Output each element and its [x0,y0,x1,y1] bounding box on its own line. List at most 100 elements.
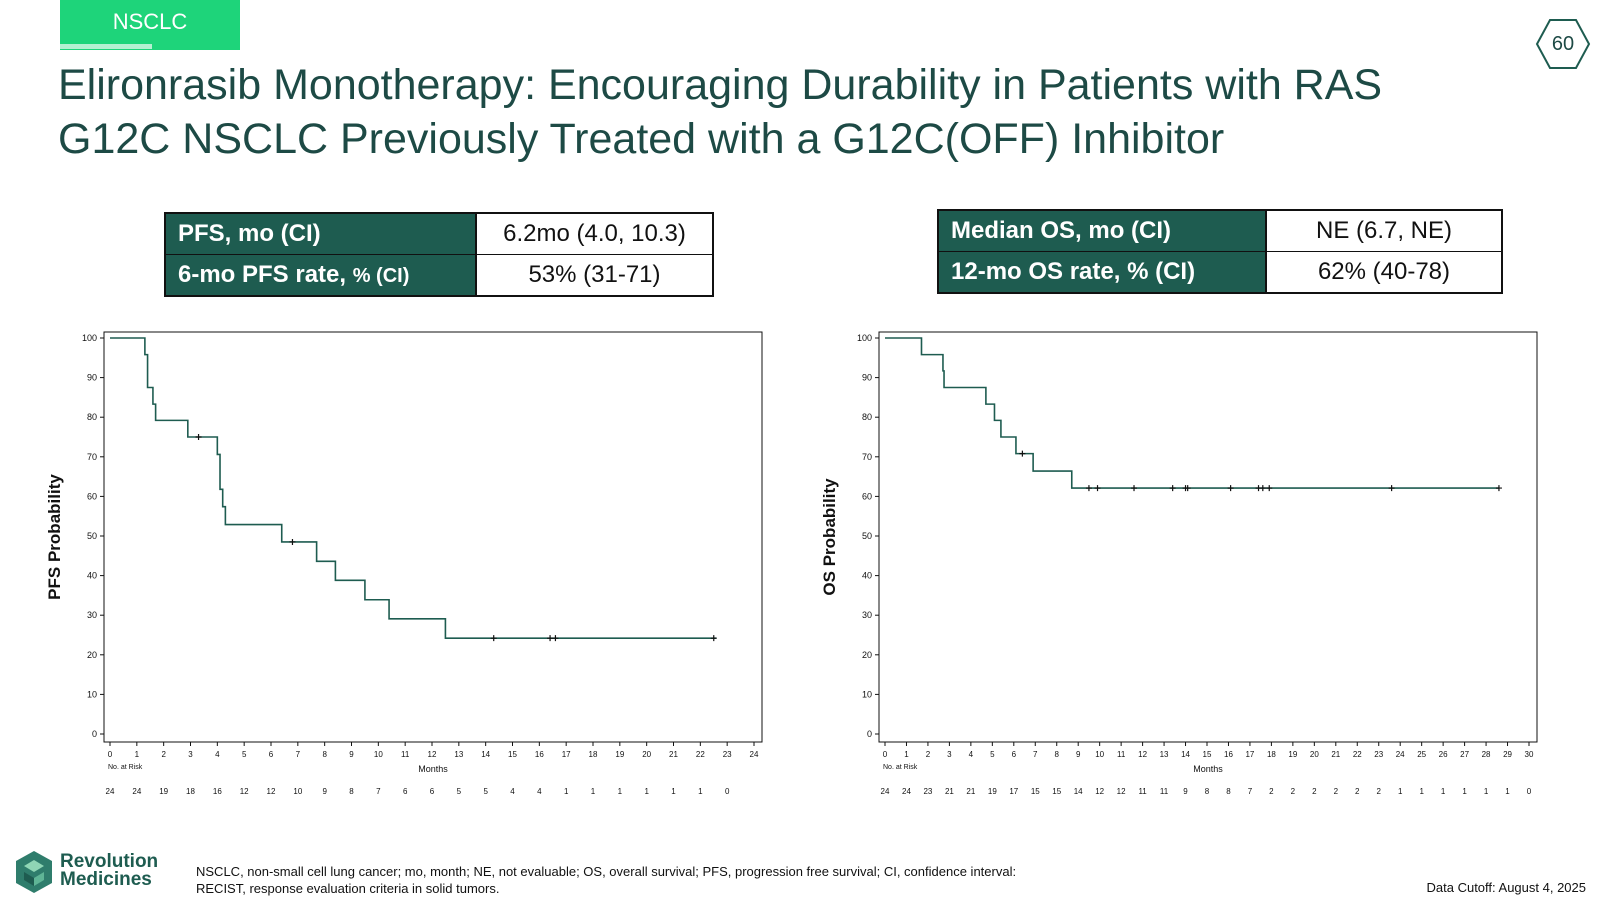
pfs-at-risk-count: 0 [725,787,730,796]
pfs-at-risk-count: 7 [376,787,381,796]
os-x-tick-label: 28 [1482,750,1491,759]
os-x-tick-label: 25 [1417,750,1426,759]
pfs-y-tick-label: 70 [87,452,97,462]
os-censor-mark [1259,485,1266,492]
pfs-x-tick-label: 19 [615,750,624,759]
os-censor-mark [1495,485,1502,492]
pfs-x-tick-label: 8 [322,750,327,759]
os-rate-label: 12-mo OS rate, % (CI) [937,251,1267,294]
os-survival-curve [885,337,1499,489]
os-at-risk-count: 24 [902,787,911,796]
pfs-y-tick-label: 20 [87,650,97,660]
os-x-tick-label: 16 [1224,750,1233,759]
pfs-at-risk-count: 1 [591,787,596,796]
section-tag-accent [60,44,152,49]
os-y-tick-label: 10 [862,689,872,699]
os-x-tick-label: 6 [1012,750,1017,759]
os-at-risk-count: 24 [881,787,890,796]
os-y-tick-label: 60 [862,491,872,501]
os-at-risk-count: 2 [1291,787,1296,796]
company-logo-text: Revolution Medicines [60,852,158,889]
pfs-at-risk-count: 16 [213,787,222,796]
os-censor-mark [1388,485,1395,492]
os-x-tick-label: 23 [1374,750,1383,759]
pfs-x-tick-label: 6 [269,750,274,759]
os-y-tick-label: 80 [862,412,872,422]
pfs-at-risk-count: 1 [564,787,569,796]
pfs-censor-mark [710,635,717,642]
table-row: 12-mo OS rate, % (CI) 62% (40-78) [937,251,1503,294]
data-cutoff-note: Data Cutoff: August 4, 2025 [1426,880,1587,895]
os-x-axis-label: Months [1193,764,1223,774]
footnote-line-1: NSCLC, non-small cell lung cancer; mo, m… [196,864,1017,879]
os-at-risk-count: 15 [1031,787,1040,796]
os-y-tick-label: 30 [862,610,872,620]
pfs-at-risk-label: No. at Risk [108,764,143,771]
os-at-risk-count: 9 [1183,787,1188,796]
pfs-y-tick-label: 30 [87,610,97,620]
pfs-x-tick-label: 0 [108,750,113,759]
os-x-tick-label: 9 [1076,750,1081,759]
os-at-risk-count: 14 [1074,787,1083,796]
pfs-censor-mark [547,635,554,642]
pfs-y-tick-label: 80 [87,412,97,422]
os-at-risk-count: 8 [1205,787,1210,796]
pfs-y-tick-label: 90 [87,373,97,383]
pfs-x-tick-label: 21 [669,750,678,759]
os-at-risk-count: 21 [966,787,975,796]
pfs-at-risk-count: 18 [186,787,195,796]
pfs-at-risk-count: 6 [403,787,408,796]
os-y-tick-label: 70 [862,452,872,462]
os-x-tick-label: 3 [947,750,952,759]
pfs-y-tick-label: 0 [92,729,97,739]
os-x-tick-label: 21 [1331,750,1340,759]
pfs-at-risk-count: 5 [457,787,462,796]
os-at-risk-count: 11 [1160,787,1169,796]
pfs-x-tick-label: 5 [242,750,247,759]
page-number: 60 [1551,33,1575,55]
pfs-at-risk-count: 1 [618,787,623,796]
table-row: PFS, mo (CI) 6.2mo (4.0, 10.3) [164,212,714,255]
os-y-tick-label: 90 [862,373,872,383]
page-title: Elironrasib Monotherapy: Encouraging Dur… [58,61,1383,163]
pfs-y-tick-label: 60 [87,491,97,501]
pfs-x-tick-label: 20 [642,750,651,759]
os-censor-mark [1227,485,1234,492]
pfs-at-risk-count: 24 [132,787,141,796]
pfs-censor-mark [490,635,497,642]
os-x-tick-label: 26 [1439,750,1448,759]
os-median-value: NE (6.7, NE) [1265,209,1503,252]
os-censor-mark [1019,450,1026,457]
os-at-risk-count: 1 [1505,787,1510,796]
os-at-risk-count: 17 [1009,787,1018,796]
table-row: Median OS, mo (CI) NE (6.7, NE) [937,209,1503,252]
os-x-tick-label: 10 [1095,750,1104,759]
pfs-y-tick-label: 40 [87,571,97,581]
pfs-at-risk-count: 10 [293,787,302,796]
os-x-tick-label: 2 [926,750,931,759]
pfs-rate-value: 53% (31-71) [475,254,714,297]
os-rate-value: 62% (40-78) [1265,251,1503,294]
pfs-at-risk-count: 5 [483,787,488,796]
os-at-risk-count: 15 [1052,787,1061,796]
os-at-risk-count: 2 [1269,787,1274,796]
pfs-x-tick-label: 2 [161,750,166,759]
pfs-x-tick-label: 4 [215,750,220,759]
os-plot-frame [878,331,1538,743]
os-at-risk-count: 1 [1419,787,1424,796]
pfs-x-tick-label: 13 [454,750,463,759]
pfs-summary-table: PFS, mo (CI) 6.2mo (4.0, 10.3) 6-mo PFS … [164,212,714,297]
pfs-rate-label: 6-mo PFS rate, % (CI) [164,254,477,297]
os-at-risk-count: 23 [923,787,932,796]
os-at-risk-count: 2 [1334,787,1339,796]
os-censor-mark [1094,485,1101,492]
pfs-at-risk-count: 1 [644,787,649,796]
pfs-x-tick-label: 9 [349,750,354,759]
os-summary-table: Median OS, mo (CI) NE (6.7, NE) 12-mo OS… [937,209,1503,294]
pfs-x-tick-label: 7 [296,750,301,759]
pfs-rate-label-unit: % (CI) [352,265,410,287]
pfs-at-risk-count: 9 [322,787,327,796]
os-at-risk-count: 0 [1527,787,1532,796]
